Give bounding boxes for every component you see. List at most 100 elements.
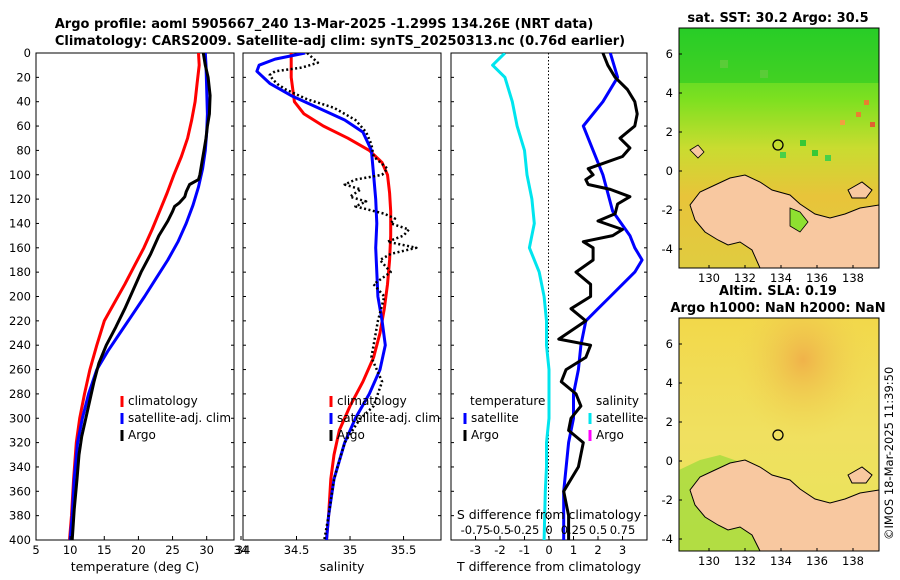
series-line-argo [70, 53, 212, 540]
legend-label-temp-satellite: satellite [471, 411, 519, 425]
top-tick-label: -0.5 [489, 523, 511, 537]
difference-top-xlabel: S difference from climatology [457, 507, 642, 522]
x-tick-label: 20 [131, 543, 146, 557]
top-tick-label: 0.25 [561, 523, 587, 537]
sst-lake [789, 207, 809, 233]
sla-map-ticks: 130 132 134 136 138 6 4 2 0 -2 -4 [662, 337, 864, 568]
sst-landmass [689, 174, 879, 268]
x-tick-label: 34.5 [284, 543, 310, 557]
sla-landmass [689, 459, 879, 551]
figure-title-line-2: Climatology: CARS2009. Satellite-adj cli… [55, 34, 625, 49]
map-x-tick-label: 130 [698, 554, 720, 568]
legend-label-climatology: climatology [128, 394, 198, 408]
map-y-tick-label: 2 [666, 415, 673, 429]
depth-tick-label: 100 [9, 168, 31, 182]
depth-tick-label: 180 [9, 265, 31, 279]
legend-label-sal-argo: Argo [596, 428, 624, 442]
depth-tick-label: 120 [9, 192, 31, 206]
top-tick-label: 0.75 [610, 523, 636, 537]
map-x-tick-label: 136 [806, 271, 828, 285]
top-tick-label: -0.25 [510, 523, 540, 537]
sst-map [679, 28, 879, 268]
depth-tick-label: 360 [9, 484, 31, 498]
sst-islet [689, 144, 705, 159]
salinity-plot-frame [242, 52, 442, 541]
x-tick-label: 34 [234, 543, 249, 557]
legend-label-argo: Argo [128, 428, 156, 442]
difference-series [491, 53, 644, 540]
legend-label-sal-satellite: satellite [596, 411, 644, 425]
sst-argo-location [772, 139, 784, 151]
series-line-temperature-satellite [491, 53, 551, 540]
series-line-salinity-satellite [562, 53, 644, 540]
x-tick-label: 3 [619, 543, 626, 557]
credit-text: ©IMOS 18-Mar-2025 11:39:50 [882, 367, 896, 540]
map-x-tick-label: 138 [842, 271, 864, 285]
sst-field-north [679, 28, 879, 83]
depth-tick-label: 340 [9, 460, 31, 474]
top-tick-label: -0.75 [461, 523, 491, 537]
figure-title-line-1: Argo profile: aoml 5905667_240 13-Mar-20… [55, 17, 594, 32]
sst-island [847, 181, 873, 199]
temperature-xlabel: temperature (deg C) [71, 559, 200, 574]
sla-map-title-line-2: Argo h1000: NaN h2000: NaN [670, 301, 885, 316]
legend-label-satellite: satellite-adj. clim [128, 411, 231, 425]
legend-title-temperature: temperature [470, 394, 545, 408]
map-x-tick-label: 138 [842, 554, 864, 568]
depth-tick-label: 160 [9, 241, 31, 255]
map-y-tick-label: 2 [666, 125, 673, 139]
legend-title-salinity: salinity [596, 394, 639, 408]
difference-legend: temperature salinity satellite Argo sate… [463, 394, 644, 442]
x-tick-label: 2 [594, 543, 601, 557]
sst-map-ticks: 130 132 134 136 138 6 4 2 0 -2 -4 [662, 47, 864, 285]
map-y-tick-label: -2 [662, 203, 673, 217]
x-tick-label: -2 [494, 543, 505, 557]
map-y-tick-label: 6 [666, 337, 673, 351]
map-y-tick-label: 6 [666, 47, 673, 61]
series-line-salinity-argo [557, 53, 639, 540]
depth-tick-label: 380 [9, 509, 31, 523]
depth-axis-ticks: 0 20 40 60 80 100 120 140 160 180 200 220 240 260 280 3… [9, 46, 647, 547]
temperature-plot-frame [35, 52, 235, 541]
top-tick-label: 0.5 [589, 523, 607, 537]
map-x-tick-label: 134 [770, 271, 792, 285]
map-y-tick-label: 0 [666, 454, 673, 468]
sst-map-title: sat. SST: 30.2 Argo: 30.5 [687, 11, 868, 26]
map-y-tick-label: -2 [662, 493, 673, 507]
depth-tick-label: 60 [16, 119, 31, 133]
x-tick-label: 5 [32, 543, 39, 557]
series-line-satellite-adj-clim [255, 53, 387, 540]
depth-tick-label: 260 [9, 363, 31, 377]
x-tick-label: -1 [519, 543, 530, 557]
legend-label-climatology: climatology [337, 394, 407, 408]
depth-tick-label: 280 [9, 387, 31, 401]
sla-map-title-line-1: Altim. SLA: 0.19 [719, 284, 837, 299]
x-tick-label: 34 [236, 543, 251, 557]
map-y-tick-label: 4 [666, 376, 673, 390]
x-tick-label: -3 [470, 543, 481, 557]
salinity-legend: climatology satellite-adj. clim Argo [329, 394, 440, 442]
top-tick-label: 0 [545, 523, 552, 537]
salinity-series [255, 53, 418, 540]
map-x-tick-label: 134 [770, 554, 792, 568]
x-tick-label: 35 [343, 543, 358, 557]
map-y-tick-label: -4 [662, 532, 673, 546]
sla-map-frame [678, 317, 880, 552]
temperature-legend: climatology satellite-adj. clim Argo [120, 394, 231, 442]
depth-tick-label: 140 [9, 216, 31, 230]
depth-tick-label: 0 [24, 46, 31, 60]
depth-tick-label: 400 [9, 533, 31, 547]
map-x-tick-label: 132 [734, 554, 756, 568]
map-x-tick-label: 132 [734, 271, 756, 285]
map-x-tick-label: 130 [698, 271, 720, 285]
sla-map [679, 318, 879, 551]
x-tick-label: 15 [97, 543, 112, 557]
depth-tick-label: 20 [16, 70, 31, 84]
x-tick-label: 10 [63, 543, 78, 557]
depth-tick-label: 200 [9, 290, 31, 304]
salinity-xlabel: salinity [320, 559, 365, 574]
depth-tick-label: 220 [9, 314, 31, 328]
series-line-climatology [68, 53, 201, 540]
